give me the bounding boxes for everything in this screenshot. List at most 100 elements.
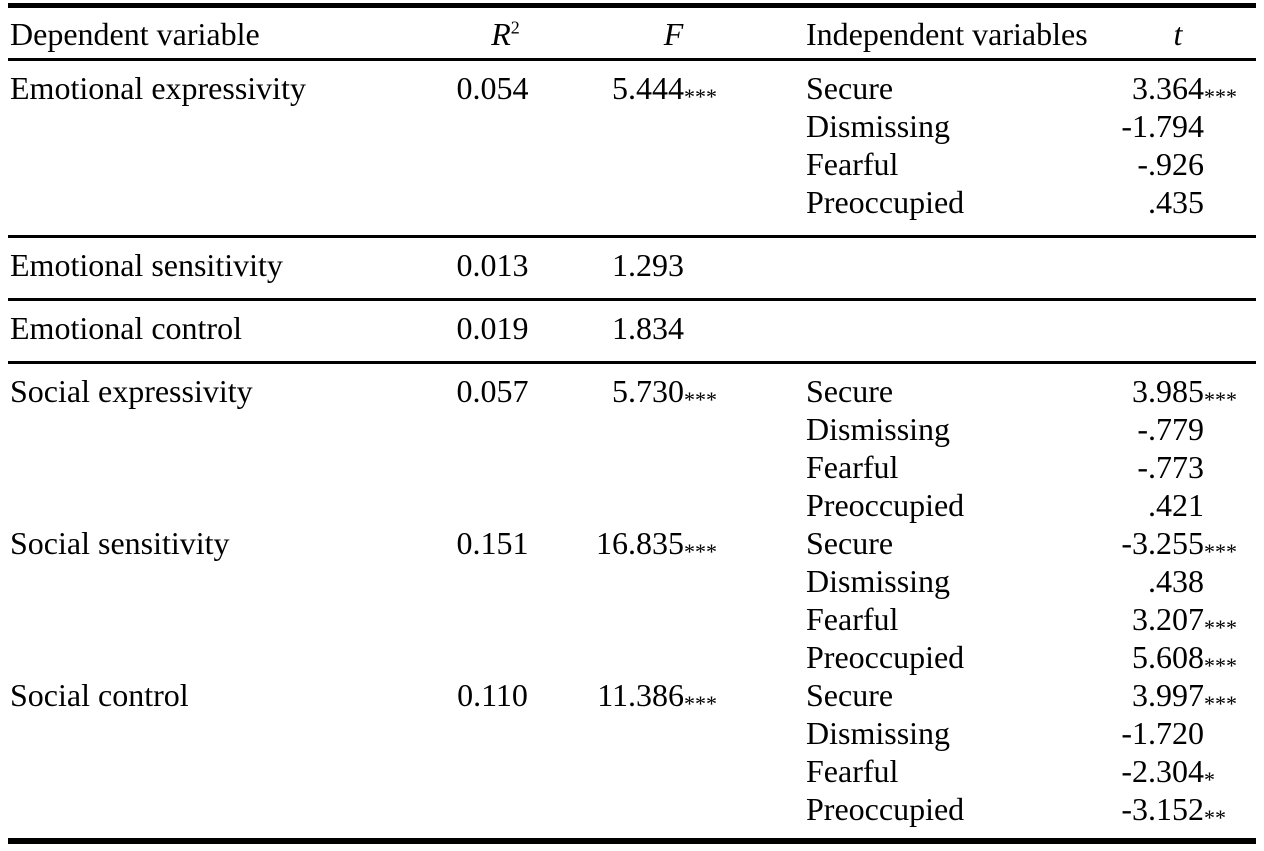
f-significance-stars: *** [684, 84, 717, 109]
f-significance-stars: *** [684, 539, 717, 564]
t-significance-stars: *** [1204, 653, 1237, 678]
t-value-cell: -3.255*** [1100, 524, 1256, 566]
t-value-cell: 5.608*** [1100, 638, 1256, 680]
independent-variable-cell: Dismissing [806, 108, 951, 144]
r-squared-value-cell [440, 790, 545, 832]
t-value-cell: 3.207*** [1100, 600, 1256, 642]
f-value-cell: 1.293 [545, 246, 730, 284]
f-value: 1.834 [612, 310, 684, 346]
r-squared-value-cell [440, 600, 545, 642]
independent-variable-cell: Fearful [806, 449, 899, 485]
dependent-variable-cell [8, 600, 440, 642]
t-value: -2.304 [1121, 753, 1204, 789]
f-value-cell: 1.834 [545, 309, 730, 347]
f-value: 5.444 [612, 70, 684, 106]
t-value-cell: 3.985*** [1100, 372, 1256, 414]
table-section: Social expressivity 0.057 5.730*** Secure 3.… [8, 361, 1256, 838]
t-value: -.926 [1137, 146, 1204, 182]
table-row: Dismissing -1.794 [8, 107, 1256, 145]
f-value-cell [545, 183, 730, 221]
table-row: Preoccupied -3.152** [8, 790, 1256, 830]
dependent-variable-cell [8, 562, 440, 600]
r-squared-value-cell [440, 714, 545, 752]
f-value: 5.730 [612, 373, 684, 409]
header-t-statistic: t [1173, 16, 1183, 52]
f-value-cell [545, 486, 730, 524]
t-value-cell: -1.720 [1100, 714, 1256, 752]
f-value-cell [545, 145, 730, 183]
t-value-cell: .435 [1100, 183, 1256, 221]
independent-variable-cell: Secure [806, 70, 894, 106]
t-significance-stars: *** [1204, 84, 1237, 109]
f-value-cell [545, 600, 730, 642]
f-value-cell [545, 448, 730, 486]
r-squared-value-cell [440, 107, 545, 145]
table-row: Fearful -2.304* [8, 752, 1256, 792]
independent-variable-cell [730, 246, 1100, 284]
f-value-cell: 11.386*** [545, 676, 730, 718]
independent-variable-cell [730, 309, 1100, 347]
header-f-statistic: F [663, 16, 684, 52]
t-value: .435 [1148, 184, 1204, 220]
dependent-variable-cell: Social expressivity [10, 373, 253, 409]
t-value-cell [1100, 309, 1256, 347]
table-row: Dismissing -1.720 [8, 714, 1256, 752]
r-squared-value-cell [440, 638, 545, 680]
t-value: -3.152 [1121, 791, 1204, 827]
r-squared-exponent: 2 [510, 17, 520, 38]
f-value-cell [545, 638, 730, 680]
dependent-variable-cell [8, 448, 440, 486]
r-squared-value-cell [440, 145, 545, 183]
t-value: 3.364 [1132, 70, 1204, 106]
table-row: Emotional sensitivity 0.013 1.293 [8, 246, 1256, 284]
independent-variable-cell: Secure [806, 525, 894, 561]
t-value: -3.255 [1121, 525, 1204, 561]
t-value-cell: -.773 [1100, 448, 1256, 486]
r-squared-value-cell: 0.151 [456, 525, 529, 561]
table-row: Emotional control 0.019 1.834 [8, 309, 1256, 347]
independent-variable-cell: Dismissing [806, 411, 951, 447]
t-value-cell: -.926 [1100, 145, 1256, 183]
f-value: 11.386 [597, 677, 684, 713]
t-value: 3.985 [1132, 373, 1204, 409]
table-row: Preoccupied .435 [8, 183, 1256, 221]
f-significance-stars: *** [684, 387, 717, 412]
t-value-cell: .421 [1100, 486, 1256, 524]
table-row: Social control 0.110 11.386*** Secure 3.997*… [8, 676, 1256, 716]
r-squared-value-cell [440, 183, 545, 221]
f-value: 16.835 [596, 525, 684, 561]
f-value-cell [545, 752, 730, 794]
dependent-variable-cell [8, 638, 440, 680]
f-value-cell [545, 790, 730, 832]
table-row: Dismissing .438 [8, 562, 1256, 600]
independent-variable-cell: Preoccupied [806, 487, 965, 523]
f-value-cell: 16.835*** [545, 524, 730, 566]
r-squared-value-cell: 0.019 [456, 310, 529, 346]
t-value-cell: 3.997*** [1100, 676, 1256, 718]
dependent-variable-cell [8, 752, 440, 794]
r-squared-value-cell: 0.057 [456, 373, 529, 409]
regression-results-table: Dependent variable R2 F Independent vari… [8, 3, 1256, 844]
f-value-cell: 5.444*** [545, 69, 730, 111]
dependent-variable-cell: Emotional expressivity [10, 70, 306, 106]
dependent-variable-cell [8, 145, 440, 183]
t-significance-stars: * [1204, 767, 1215, 792]
t-value: -1.720 [1121, 715, 1204, 751]
table-section: Emotional expressivity 0.054 5.444*** Secur… [8, 61, 1256, 235]
dependent-variable-cell [8, 486, 440, 524]
independent-variable-cell: Fearful [806, 146, 899, 182]
table-header-row: Dependent variable R2 F Independent vari… [8, 8, 1256, 61]
independent-variable-cell: Preoccupied [806, 791, 965, 827]
independent-variable-cell: Secure [806, 677, 894, 713]
dependent-variable-cell: Social control [10, 677, 189, 713]
independent-variable-cell: Dismissing [806, 563, 951, 599]
r-squared-symbol: R [491, 16, 511, 52]
r-squared-value-cell: 0.013 [456, 247, 529, 283]
dependent-variable-cell [8, 410, 440, 448]
r-squared-value-cell [440, 410, 545, 448]
header-independent-variables: Independent variables [806, 16, 1088, 52]
t-significance-stars: *** [1204, 539, 1237, 564]
t-value-cell: -1.794 [1100, 107, 1256, 145]
r-squared-value-cell [440, 486, 545, 524]
